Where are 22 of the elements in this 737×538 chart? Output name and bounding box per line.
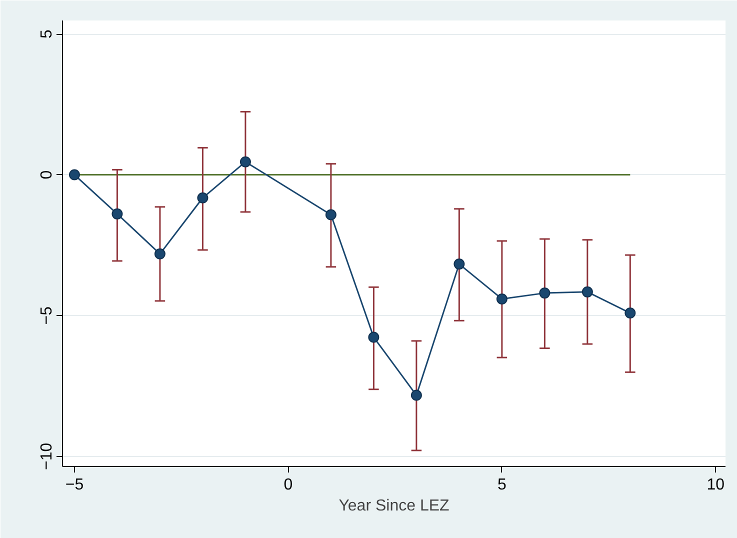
y-tick-label: 0 — [38, 170, 56, 180]
y-tick-label: −5 — [38, 306, 56, 325]
point — [624, 308, 636, 319]
point — [410, 390, 422, 401]
point — [496, 293, 508, 304]
x-tick-label: −5 — [65, 476, 84, 494]
point — [454, 258, 465, 270]
point — [112, 208, 123, 220]
point — [68, 169, 80, 180]
point — [197, 192, 208, 204]
point — [368, 332, 380, 343]
point — [539, 288, 550, 299]
x-axis-title: Year Since LEZ — [338, 498, 450, 514]
x-tick-label: 5 — [497, 476, 506, 494]
point — [325, 209, 336, 220]
y-tick-label: −10 — [38, 442, 56, 470]
point — [154, 248, 166, 260]
point — [240, 156, 251, 168]
y-tick-label: 5 — [38, 29, 56, 38]
x-tick-label: 10 — [706, 476, 725, 494]
x-tick-label: 0 — [284, 476, 293, 494]
point — [582, 286, 593, 298]
